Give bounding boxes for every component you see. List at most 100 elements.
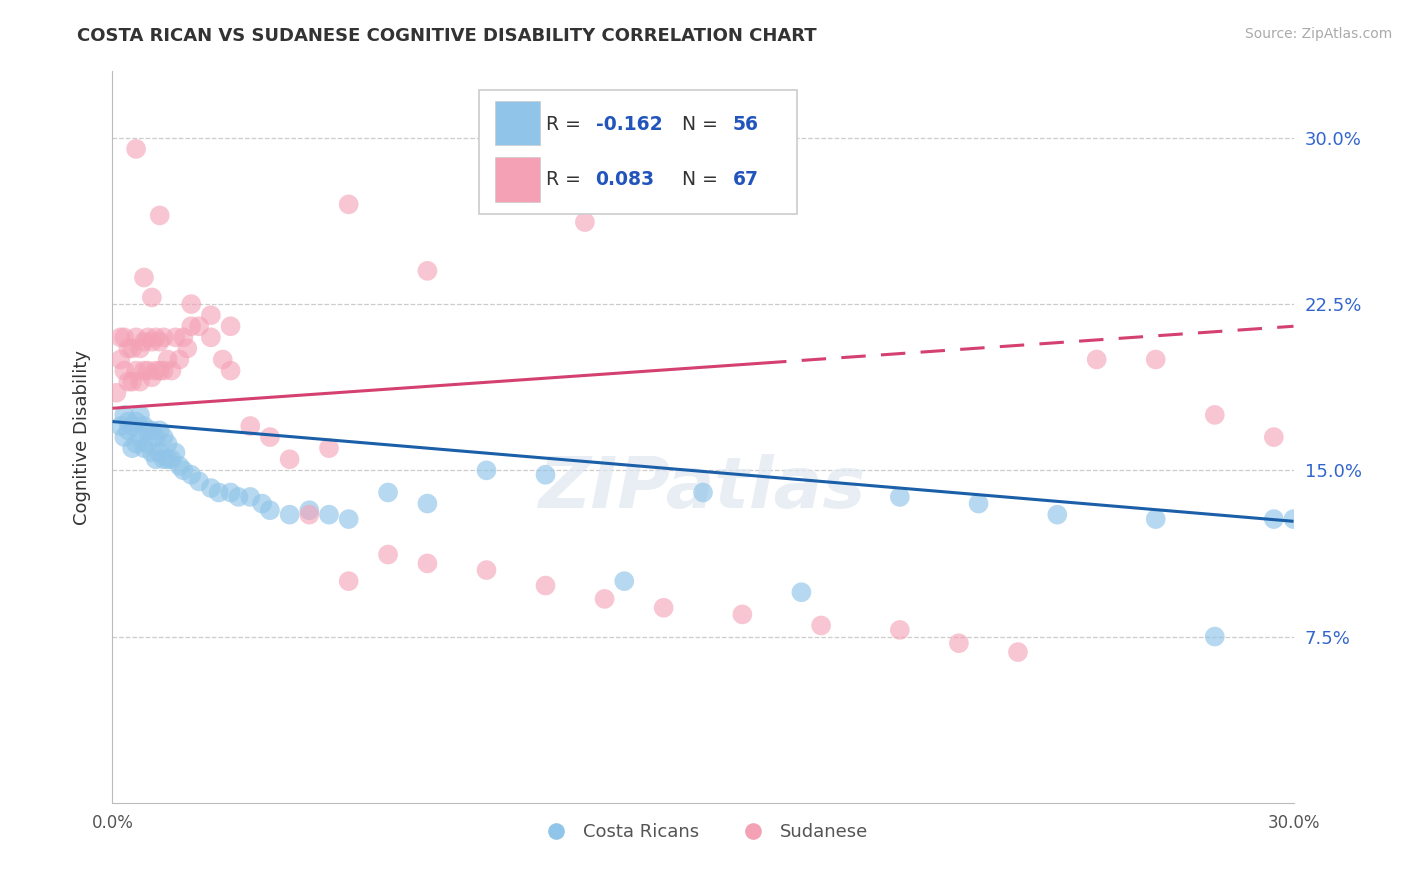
Point xyxy=(136,436,159,450)
Point xyxy=(180,319,202,334)
Point xyxy=(593,591,616,606)
Point xyxy=(132,334,155,349)
Point xyxy=(377,548,399,562)
Point xyxy=(219,485,242,500)
Point xyxy=(117,375,139,389)
Point xyxy=(129,430,152,444)
Point xyxy=(141,445,163,459)
Point xyxy=(132,441,155,455)
Point xyxy=(188,475,211,489)
Point xyxy=(208,485,231,500)
Point xyxy=(160,452,183,467)
Point xyxy=(129,342,152,356)
Point xyxy=(160,363,183,377)
Legend: Costa Ricans, Sudanese: Costa Ricans, Sudanese xyxy=(530,816,876,848)
Point xyxy=(259,430,281,444)
Point xyxy=(105,385,128,400)
Point xyxy=(156,352,179,367)
Point xyxy=(125,363,148,377)
FancyBboxPatch shape xyxy=(495,101,540,145)
Point xyxy=(1263,512,1285,526)
Point xyxy=(416,497,439,511)
Point xyxy=(1204,408,1226,422)
Point xyxy=(136,363,159,377)
Point xyxy=(125,330,148,344)
Point xyxy=(250,497,273,511)
Point xyxy=(1144,352,1167,367)
Point xyxy=(132,419,155,434)
Point xyxy=(117,415,139,429)
Point xyxy=(141,334,163,349)
Point xyxy=(475,563,498,577)
Text: ZIPatlas: ZIPatlas xyxy=(540,454,866,523)
Point xyxy=(889,623,911,637)
Point xyxy=(112,430,135,444)
Point xyxy=(149,424,172,438)
Point xyxy=(278,508,301,522)
Point xyxy=(112,408,135,422)
Point xyxy=(156,452,179,467)
Point xyxy=(112,330,135,344)
Text: N =: N = xyxy=(682,114,724,134)
Point xyxy=(152,452,174,467)
Point xyxy=(1144,512,1167,526)
Point xyxy=(731,607,754,622)
Point xyxy=(239,490,262,504)
Point xyxy=(1282,512,1305,526)
Point xyxy=(121,419,143,434)
Point xyxy=(219,319,242,334)
Point xyxy=(188,319,211,334)
Point xyxy=(145,330,167,344)
Point xyxy=(136,330,159,344)
Point xyxy=(149,334,172,349)
Point xyxy=(1204,630,1226,644)
Point xyxy=(534,467,557,482)
Point xyxy=(152,430,174,444)
Point xyxy=(1085,352,1108,367)
Point xyxy=(156,436,179,450)
Point xyxy=(129,408,152,422)
Point xyxy=(169,352,191,367)
Point xyxy=(211,352,233,367)
Point xyxy=(278,452,301,467)
Point xyxy=(259,503,281,517)
Point xyxy=(200,330,222,344)
Point xyxy=(110,352,132,367)
Point xyxy=(165,445,187,459)
Point xyxy=(228,490,250,504)
FancyBboxPatch shape xyxy=(495,157,540,202)
Text: Source: ZipAtlas.com: Source: ZipAtlas.com xyxy=(1244,27,1392,41)
Text: R =: R = xyxy=(546,170,586,189)
Point xyxy=(1263,430,1285,444)
Point xyxy=(180,297,202,311)
Point xyxy=(337,197,360,211)
Point xyxy=(117,424,139,438)
Point xyxy=(200,481,222,495)
Point xyxy=(121,342,143,356)
Text: 0.083: 0.083 xyxy=(596,170,655,189)
Text: COSTA RICAN VS SUDANESE COGNITIVE DISABILITY CORRELATION CHART: COSTA RICAN VS SUDANESE COGNITIVE DISABI… xyxy=(77,27,817,45)
Point xyxy=(125,415,148,429)
Point xyxy=(125,142,148,156)
Point xyxy=(149,363,172,377)
Point xyxy=(692,485,714,500)
Point xyxy=(149,445,172,459)
Point xyxy=(172,463,194,477)
Text: 67: 67 xyxy=(733,170,758,189)
Point xyxy=(652,600,675,615)
Point xyxy=(416,264,439,278)
Point xyxy=(790,585,813,599)
Point xyxy=(152,330,174,344)
Text: R =: R = xyxy=(546,114,586,134)
Point xyxy=(169,458,191,473)
Point xyxy=(337,574,360,589)
Point xyxy=(132,363,155,377)
Point xyxy=(180,467,202,482)
Point xyxy=(948,636,970,650)
Point xyxy=(141,290,163,304)
Point xyxy=(219,363,242,377)
Point xyxy=(145,452,167,467)
Point xyxy=(810,618,832,632)
Point xyxy=(112,363,135,377)
Point xyxy=(165,330,187,344)
